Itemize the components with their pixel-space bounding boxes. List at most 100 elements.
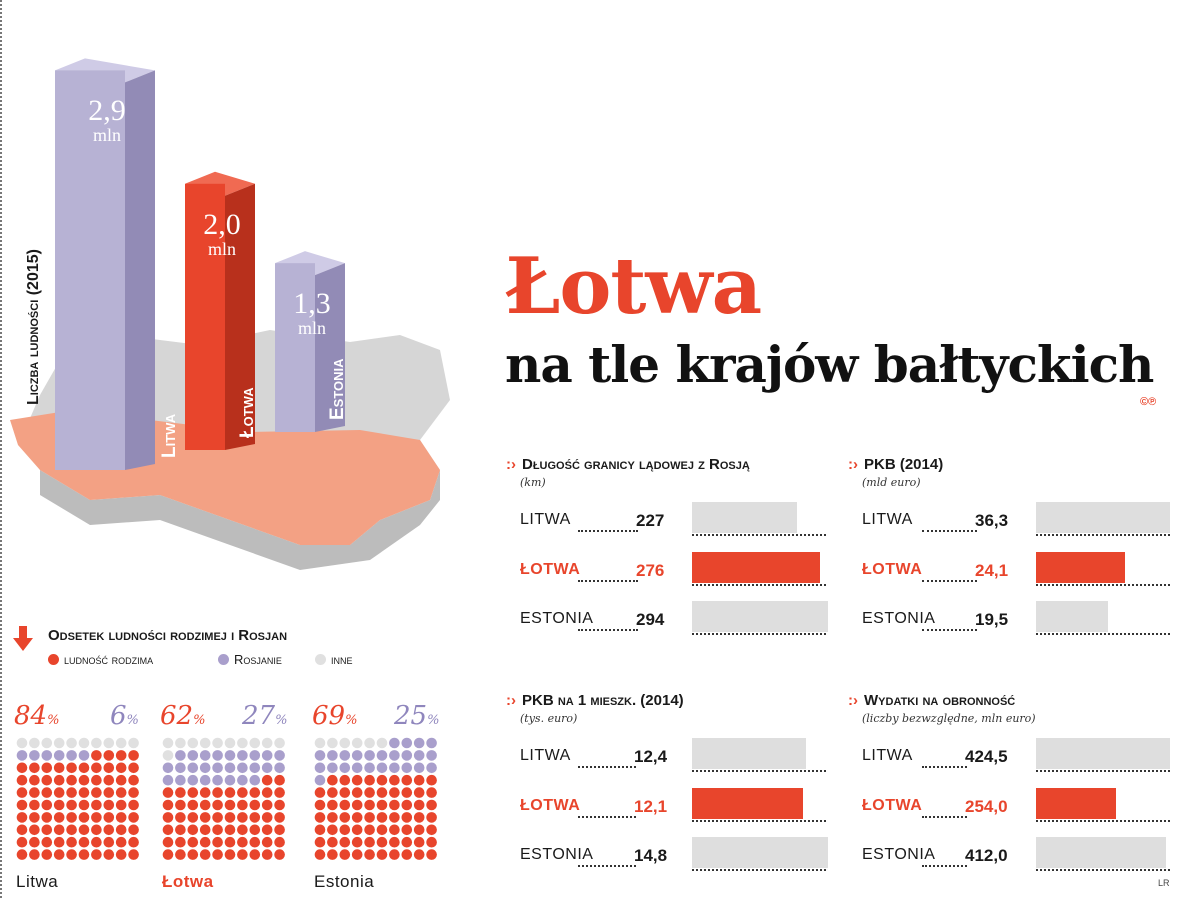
arrow-down-icon — [13, 626, 33, 651]
panel-title-text: Długość granicy lądowej z Rosją — [522, 456, 750, 473]
population-country-label: Litwa — [159, 413, 180, 458]
waffle-dot — [103, 737, 115, 749]
waffle-dot — [274, 824, 285, 836]
waffle-title: Odsetek ludności rodzimej i Rosjan — [48, 627, 288, 644]
waffle-dot — [364, 774, 375, 786]
waffle-dot — [314, 836, 326, 848]
waffle-dot — [53, 787, 65, 798]
waffle-dot — [212, 737, 223, 749]
row-baseline-dots — [692, 534, 826, 536]
waffle-dot — [426, 836, 437, 848]
waffle-dot — [327, 774, 338, 786]
native-percent-value: 84 — [14, 701, 48, 731]
waffle-dot — [327, 836, 338, 848]
waffle-dot — [16, 836, 28, 848]
row-bar — [692, 502, 797, 533]
waffle-dot — [327, 750, 338, 761]
row-value: 227 — [636, 511, 665, 530]
waffle-dot — [401, 774, 413, 786]
waffle-dot — [66, 750, 77, 761]
row-baseline-dots — [692, 633, 826, 635]
waffle-dot — [78, 762, 90, 774]
population-unit: mln — [207, 238, 236, 259]
waffle-dot — [115, 787, 127, 798]
waffle-dot — [413, 750, 425, 761]
waffle-dot — [389, 762, 400, 774]
row-bar — [692, 552, 820, 583]
waffle-dot — [401, 824, 413, 836]
russian-percent-value: 27 — [242, 701, 276, 731]
waffle-dot — [53, 849, 65, 860]
row-bar — [692, 788, 803, 819]
row-value: 24,1 — [975, 561, 1009, 580]
waffle-dot — [261, 849, 273, 860]
waffle-dot — [175, 750, 186, 761]
population-bar-litwa — [55, 58, 155, 471]
waffle-dot — [249, 774, 261, 786]
waffle-dot — [78, 737, 90, 749]
row-value: 36,3 — [975, 511, 1009, 530]
row-leader-dots — [922, 580, 977, 582]
waffle-dot — [162, 812, 174, 823]
row-country-label: ESTONIA — [862, 846, 936, 863]
waffle-dot — [274, 762, 285, 774]
waffle-dot — [66, 799, 77, 811]
waffle-dot — [376, 737, 388, 749]
waffle-dot — [274, 787, 285, 798]
waffle-dot — [339, 762, 351, 774]
row-value: 294 — [636, 610, 665, 629]
waffle-dot — [413, 812, 425, 823]
waffle-dot — [128, 750, 139, 761]
waffle-country-label: Łotwa — [162, 872, 214, 891]
waffle-dot — [128, 787, 139, 798]
waffle-dot — [426, 849, 437, 860]
waffle-dot — [376, 799, 388, 811]
waffle-dot — [351, 824, 363, 836]
waffle-dot — [162, 737, 174, 749]
waffle-dot — [41, 799, 53, 811]
waffle-dot — [53, 836, 65, 848]
waffle-dot — [78, 849, 90, 860]
row-leader-dots — [922, 766, 967, 768]
waffle-dot — [237, 799, 248, 811]
percent-sign: % — [193, 713, 206, 728]
waffle-dot — [41, 824, 53, 836]
waffle-dot — [413, 762, 425, 774]
waffle-dot — [103, 849, 115, 860]
row-country-label: ESTONIA — [862, 610, 936, 627]
waffle-dot — [212, 836, 223, 848]
waffle-country-label: Estonia — [314, 872, 375, 891]
row-country-label: LITWA — [520, 747, 571, 764]
row-value: 12,4 — [634, 747, 668, 766]
percent-sign: % — [345, 713, 358, 728]
waffle-dot — [237, 812, 248, 823]
waffle-dot — [175, 799, 186, 811]
waffle-dot — [103, 799, 115, 811]
waffle-dot — [53, 762, 65, 774]
waffle-dot — [128, 774, 139, 786]
waffle-dot — [175, 849, 186, 860]
waffle-dot — [66, 836, 77, 848]
waffle-dot — [249, 799, 261, 811]
waffle-dot — [91, 737, 102, 749]
waffle-dot — [224, 836, 236, 848]
panel-unit: (mld euro) — [862, 476, 921, 489]
population-value-label: 2,0 mln — [189, 209, 255, 259]
waffle-dot — [249, 787, 261, 798]
waffle-dot — [413, 799, 425, 811]
native-percent-label: 84% — [14, 703, 59, 729]
row-value: 424,5 — [965, 747, 1008, 766]
waffle-dot — [274, 737, 285, 749]
waffle-dot — [66, 849, 77, 860]
waffle-dot — [327, 824, 338, 836]
row-baseline-dots — [1036, 869, 1170, 871]
row-baseline-dots — [1036, 534, 1170, 536]
row-value: 12,1 — [634, 797, 668, 816]
waffle-dot — [413, 787, 425, 798]
waffle-dot — [314, 737, 326, 749]
legend-other: inne — [315, 652, 353, 667]
waffle-dot — [249, 849, 261, 860]
waffle-dot — [327, 787, 338, 798]
waffle-dot — [41, 750, 53, 761]
waffle-dot — [91, 812, 102, 823]
